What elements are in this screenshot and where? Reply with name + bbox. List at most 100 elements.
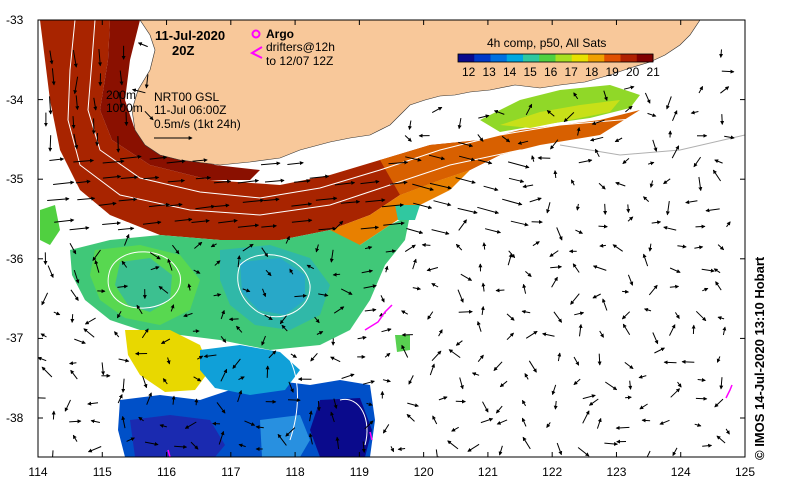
current-vector xyxy=(218,430,225,445)
current-vector xyxy=(575,229,584,234)
current-vector xyxy=(524,373,529,380)
current-vector xyxy=(210,243,217,248)
current-vector xyxy=(340,199,361,204)
current-vector xyxy=(578,323,583,337)
current-vector xyxy=(663,360,677,365)
colorbar-label: 12 xyxy=(462,65,476,79)
current-vector xyxy=(74,338,86,344)
current-vector xyxy=(428,154,446,161)
current-vector xyxy=(406,413,415,422)
current-vector xyxy=(291,202,313,207)
colorbar-label: 16 xyxy=(544,65,558,79)
current-vector xyxy=(532,241,540,247)
current-vector xyxy=(517,140,529,145)
current-vector xyxy=(268,350,277,359)
x-tick-label: 124 xyxy=(670,465,691,479)
current-vector xyxy=(195,175,212,180)
current-vector xyxy=(260,161,281,166)
drifter-track xyxy=(369,431,373,441)
current-vector xyxy=(712,169,722,182)
current-vector xyxy=(236,325,243,333)
current-vector xyxy=(496,419,508,425)
current-vector xyxy=(73,133,79,150)
current-vector xyxy=(542,332,555,337)
colorbar-swatch xyxy=(490,54,508,62)
current-vector xyxy=(294,293,307,298)
current-vector xyxy=(641,418,651,423)
current-vector xyxy=(529,197,542,203)
current-vector xyxy=(556,227,563,241)
current-vector xyxy=(433,200,452,207)
current-vector xyxy=(183,312,193,318)
current-vector xyxy=(551,276,558,288)
current-vector xyxy=(244,420,256,426)
x-tick-label: 115 xyxy=(92,465,112,479)
current-vector xyxy=(281,324,288,332)
current-vector xyxy=(648,284,658,296)
current-vector xyxy=(677,381,682,388)
current-vector xyxy=(381,203,404,208)
current-vector xyxy=(148,202,170,208)
current-vector xyxy=(384,352,391,358)
current-vector xyxy=(232,358,241,369)
current-vector xyxy=(165,202,183,207)
current-vector xyxy=(333,306,345,314)
current-vector xyxy=(471,372,480,376)
x-tick-label: 119 xyxy=(349,465,369,479)
current-vector xyxy=(716,435,726,444)
current-vector xyxy=(193,376,202,382)
current-vector xyxy=(477,354,484,363)
current-vector xyxy=(118,91,124,109)
current-vector xyxy=(717,316,725,321)
current-vector xyxy=(480,417,494,424)
current-vector xyxy=(574,311,585,316)
current-vector xyxy=(589,136,604,142)
current-vector xyxy=(384,265,389,273)
drifter-track xyxy=(167,449,171,457)
current-vector xyxy=(75,179,91,184)
current-vector xyxy=(431,106,443,114)
current-vector xyxy=(451,426,459,432)
current-vector xyxy=(522,283,527,294)
current-vector xyxy=(364,308,377,313)
colorbar-label: 15 xyxy=(523,65,537,79)
colorbar-label: 17 xyxy=(564,65,578,79)
current-vector xyxy=(482,401,489,413)
current-vector xyxy=(290,353,297,358)
current-vector xyxy=(649,180,654,188)
current-time-label: 11-Jul 06:00Z xyxy=(154,103,227,117)
contour-label-1000: 1000m xyxy=(106,101,143,115)
current-scale-label: 0.5m/s (1kt 24h) xyxy=(154,117,241,131)
current-vector xyxy=(124,111,129,127)
current-vector xyxy=(315,244,320,253)
current-vector xyxy=(363,284,377,289)
current-vector xyxy=(314,316,320,324)
current-vector xyxy=(603,203,608,215)
current-vectors xyxy=(38,42,735,457)
x-tick-label: 118 xyxy=(285,465,305,479)
current-vector xyxy=(438,329,443,337)
current-vector xyxy=(159,424,167,428)
current-vector xyxy=(652,332,659,345)
current-vector xyxy=(669,267,681,273)
current-vector xyxy=(87,401,99,406)
current-vector xyxy=(522,184,534,189)
current-vector xyxy=(203,354,217,359)
current-vector xyxy=(573,92,579,100)
current-vector xyxy=(573,378,581,386)
current-vector xyxy=(627,216,634,222)
current-vector xyxy=(220,335,227,343)
current-vector xyxy=(578,158,593,164)
current-vector xyxy=(360,225,380,230)
current-vector xyxy=(340,288,353,295)
current-vector xyxy=(639,403,648,410)
current-vector xyxy=(90,419,101,424)
current-vector xyxy=(242,288,251,293)
y-tick-label: -36 xyxy=(6,251,24,266)
current-vector xyxy=(426,267,439,272)
current-vector xyxy=(592,293,601,299)
current-vector xyxy=(69,226,90,231)
current-vector xyxy=(495,288,505,293)
current-vector xyxy=(457,118,462,130)
current-vector xyxy=(194,241,203,249)
